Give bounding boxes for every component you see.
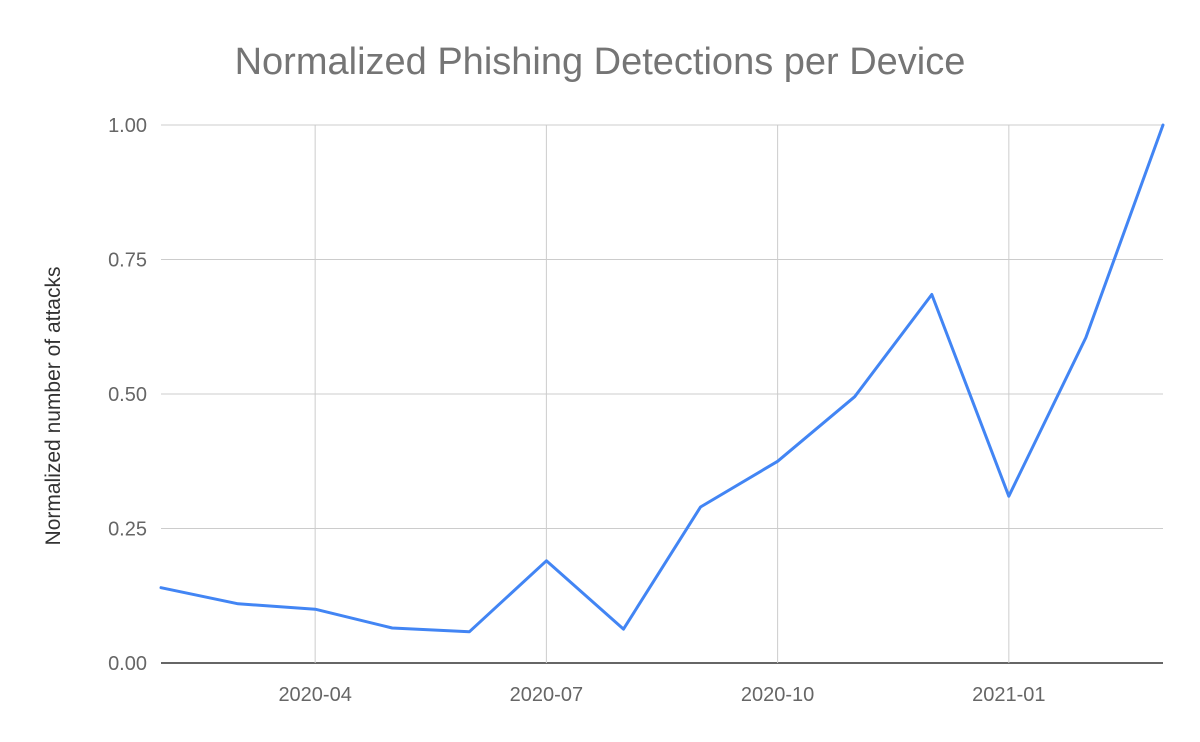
y-tick-label: 0.50 bbox=[108, 384, 147, 406]
series-layer bbox=[159, 123, 1165, 634]
y-tick-label: 0.00 bbox=[108, 653, 147, 675]
y-tick-label: 0.25 bbox=[108, 519, 147, 541]
y-axis-label: Normalized number of attacks bbox=[42, 267, 65, 546]
y-tick-label: 0.75 bbox=[108, 250, 147, 272]
x-tick-label: 2020-04 bbox=[278, 684, 351, 706]
chart-title: Normalized Phishing Detections per Devic… bbox=[235, 41, 966, 83]
x-tick-label: 2021-01 bbox=[972, 684, 1045, 706]
y-tick-label: 1.00 bbox=[108, 115, 147, 137]
grid-layer bbox=[161, 124, 1163, 664]
tick-layer: 0.00 0.25 0.50 0.75 1.00 2020-04 2020-07 2020-1… bbox=[108, 115, 1045, 706]
x-tick-label: 2020-07 bbox=[510, 684, 583, 706]
series-line bbox=[159, 123, 1165, 634]
x-tick-label: 2020-10 bbox=[741, 684, 814, 706]
